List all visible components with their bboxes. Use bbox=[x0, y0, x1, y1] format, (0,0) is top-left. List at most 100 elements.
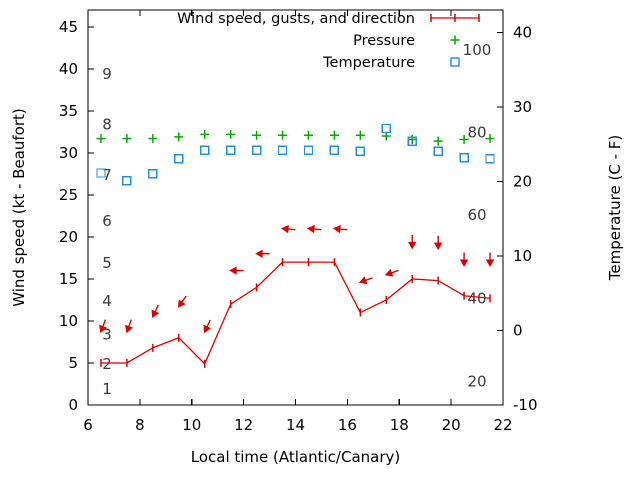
temperature-series bbox=[96, 123, 495, 186]
beaufort-label: 2 bbox=[102, 355, 112, 373]
temperature-marker bbox=[407, 136, 417, 146]
y-axis-wind: 0 5 10 15 20 25 30 35 40 45 bbox=[59, 18, 94, 414]
gust-arrow bbox=[125, 319, 133, 334]
legend-marker bbox=[430, 14, 480, 22]
temperature-marker bbox=[381, 123, 391, 134]
y2-tick-label: -10 bbox=[513, 396, 538, 414]
y-tick-label: 35 bbox=[59, 102, 78, 120]
temperature-marker bbox=[200, 145, 210, 156]
temperature-marker bbox=[96, 168, 106, 178]
beaufort-label: 1 bbox=[102, 380, 112, 398]
y-axis-temperature: -10 0 10 20 30 40 bbox=[497, 23, 538, 414]
gust-arrow bbox=[433, 235, 443, 251]
beaufort-label: 9 bbox=[102, 65, 112, 83]
beaufort-scale-labels: 1 2 3 4 5 6 7 8 9 bbox=[102, 65, 112, 398]
pressure-marker bbox=[174, 132, 184, 142]
pressure-series bbox=[96, 129, 495, 146]
fahrenheit-label: 100 bbox=[463, 41, 492, 59]
x-tick-label: 14 bbox=[286, 416, 305, 434]
pressure-marker bbox=[252, 130, 262, 140]
fahrenheit-label: 40 bbox=[467, 290, 486, 308]
y-tick-label: 10 bbox=[59, 312, 78, 330]
y-tick-label: 15 bbox=[59, 270, 78, 288]
legend-label: Wind speed, gusts, and direction bbox=[177, 11, 415, 27]
pressure-marker bbox=[459, 134, 469, 144]
fahrenheit-label: 60 bbox=[467, 206, 486, 224]
temperature-marker bbox=[225, 145, 236, 156]
pressure-marker bbox=[485, 134, 495, 144]
gust-arrow bbox=[408, 234, 417, 250]
beaufort-label: 3 bbox=[102, 326, 112, 344]
pressure-marker bbox=[329, 130, 339, 140]
y-tick-label: 25 bbox=[59, 186, 78, 204]
fahrenheit-label: 20 bbox=[467, 372, 486, 390]
x-tick-label: 20 bbox=[442, 416, 461, 434]
x-tick-label: 22 bbox=[493, 416, 512, 434]
x-tick-label: 10 bbox=[182, 416, 201, 434]
temperature-marker bbox=[251, 145, 262, 156]
axis-titles: Local time (Atlantic/Canary) Wind speed (… bbox=[10, 108, 624, 466]
y-tick-label: 20 bbox=[59, 228, 78, 246]
pressure-marker bbox=[226, 129, 236, 139]
y2-tick-label: 30 bbox=[513, 98, 532, 116]
gust-arrow bbox=[358, 276, 373, 285]
pressure-marker bbox=[200, 129, 210, 139]
pressure-marker bbox=[278, 130, 288, 140]
gust-arrow bbox=[229, 266, 244, 275]
y-tick-label: 40 bbox=[59, 60, 78, 78]
y-tick-label: 5 bbox=[68, 354, 78, 372]
gust-arrow bbox=[459, 252, 469, 267]
x-axis: 6 8 10 12 14 16 18 20 22 bbox=[83, 10, 513, 434]
x-tick-label: 6 bbox=[83, 416, 93, 434]
y2-tick-label: 20 bbox=[513, 172, 532, 190]
temperature-marker bbox=[433, 146, 443, 156]
x-tick-label: 12 bbox=[234, 416, 253, 434]
y2-tick-label: 40 bbox=[513, 23, 532, 41]
temperature-marker bbox=[303, 145, 314, 156]
wind-speed-line bbox=[100, 261, 491, 365]
beaufort-label: 4 bbox=[102, 292, 112, 310]
gust-arrow bbox=[203, 319, 212, 334]
pressure-marker bbox=[96, 134, 106, 144]
legend-label: Temperature bbox=[322, 55, 415, 71]
x-tick-label: 8 bbox=[135, 416, 145, 434]
pressure-marker bbox=[303, 130, 313, 140]
temperature-marker bbox=[122, 175, 132, 186]
beaufort-label: 8 bbox=[102, 115, 112, 133]
beaufort-label: 5 bbox=[102, 254, 112, 272]
beaufort-label: 6 bbox=[102, 212, 112, 230]
temperature-marker bbox=[277, 145, 288, 156]
temperature-marker bbox=[329, 145, 340, 156]
temperature-marker bbox=[174, 154, 184, 164]
gust-arrow bbox=[384, 268, 399, 277]
gust-arrow bbox=[151, 304, 160, 319]
gust-arrow bbox=[177, 295, 187, 308]
x-tick-label: 16 bbox=[338, 416, 357, 434]
pressure-marker bbox=[355, 130, 365, 140]
y-tick-label: 45 bbox=[59, 18, 78, 36]
legend-label: Pressure bbox=[353, 33, 415, 49]
gust-arrow bbox=[99, 319, 107, 334]
x-tick-label: 18 bbox=[390, 416, 409, 434]
temperature-marker bbox=[459, 153, 469, 163]
y2-axis-title: Temperature (C - F) bbox=[606, 135, 624, 282]
x-axis-title: Local time (Atlantic/Canary) bbox=[191, 448, 401, 466]
y2-tick-label: 0 bbox=[513, 321, 523, 339]
pressure-marker bbox=[148, 134, 158, 144]
beaufort-label: 7 bbox=[102, 166, 112, 184]
y-tick-label: 0 bbox=[68, 396, 78, 414]
pressure-marker bbox=[407, 134, 417, 144]
gust-arrow bbox=[306, 224, 322, 234]
temperature-marker bbox=[485, 154, 495, 164]
temperature-marker bbox=[148, 169, 158, 179]
legend-marker bbox=[450, 57, 460, 67]
gust-arrow bbox=[255, 249, 270, 258]
plot-frame bbox=[87, 9, 504, 406]
y2-tick-label: 10 bbox=[513, 247, 532, 265]
gust-arrow bbox=[332, 224, 348, 234]
pressure-marker bbox=[433, 136, 443, 146]
y-axis-title: Wind speed (kt - Beaufort) bbox=[10, 108, 28, 307]
gust-arrow bbox=[281, 224, 296, 234]
